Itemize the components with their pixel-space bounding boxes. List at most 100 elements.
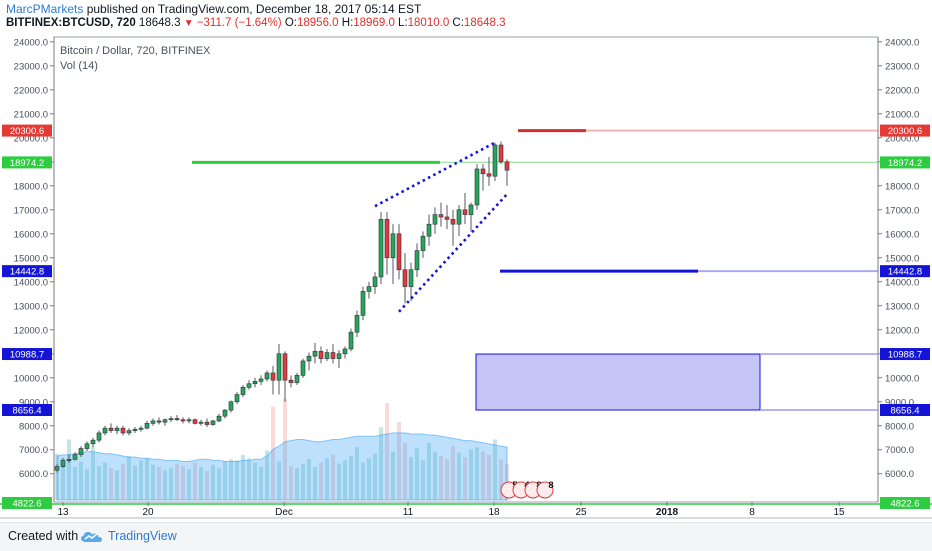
candle-body [486,173,492,177]
candle-body [90,439,96,445]
candle-body [414,250,420,271]
candle-body [300,360,306,376]
candle-body [246,383,252,388]
candle-body [342,348,348,355]
candle-body [426,223,432,237]
volume-bar [433,451,437,500]
volume-bar [73,467,77,500]
candle-body [162,419,168,423]
candle-body [216,415,222,422]
volume-bar [403,442,407,500]
candle-body [60,460,66,467]
volume-bar [247,458,251,500]
right-price-tick-label: 13000.0 [885,301,919,312]
left-price-tick-label: 13000.0 [14,301,48,312]
volume-bar [253,462,257,500]
tradingview-cloud-icon[interactable] [80,526,104,546]
volume-bar [355,447,359,500]
right-level-label-bg [880,348,930,361]
time-tick-label: 25 [575,507,587,518]
volume-bar [151,464,155,500]
left-price-tick-label: 16000.0 [14,229,48,240]
plot-frame [53,36,879,503]
candle-body [390,233,396,259]
left-price-tick-label: 20000.0 [14,133,48,144]
wedge-trendline [398,193,508,313]
time-tick-label: 15 [833,507,845,518]
volume-bar [163,470,167,500]
left-level-label-bg [2,265,52,278]
volume-bar [385,403,389,500]
right-price-tick-label: 24000.0 [885,37,919,48]
candle-body [462,209,468,215]
candle-body [372,276,378,287]
tradingview-brand-link[interactable]: TradingView [108,529,177,543]
left-level-label: 10988.7 [10,350,44,361]
candle-body [282,353,288,381]
demand-zone-box [475,353,761,411]
candle-body [474,168,480,206]
volume-bar [337,463,341,500]
volume-bar [301,463,305,500]
volume-bar [367,458,371,500]
volume-bar [223,461,227,500]
right-level-label-bg [880,404,930,417]
price-chart[interactable]: 24000.0 24000.0 23000.0 23000.0 22000.0 22000… [0,0,932,520]
right-level-label: 14442.8 [888,267,922,278]
candle-body [492,144,498,177]
volume-bar [157,467,161,500]
candle-body [210,420,216,425]
candle-body [192,419,198,424]
left-level-label: 20300.6 [10,126,44,137]
candle-body [330,352,336,359]
created-with-text: Created with [8,529,79,543]
candle-body [138,427,144,430]
left-price-tick-label: 22000.0 [14,85,48,96]
volume-bar [409,457,413,500]
event-badge-count: 8 [548,480,553,491]
right-level-label-bg [880,156,930,169]
candle-body [432,214,438,225]
volume-bar [205,471,209,500]
right-price-tick-label: 17000.0 [885,205,919,216]
right-level-label: 8656.4 [890,406,919,417]
volume-bar [121,463,125,500]
left-level-label: 14442.8 [10,267,44,278]
left-price-tick-label: 7000.0 [19,445,48,456]
candle-body [114,427,120,431]
candle-body [504,161,510,171]
candle-body [66,459,72,461]
volume-bar [397,421,401,500]
volume-bar [415,448,419,500]
candle-body [444,216,450,220]
time-tick-label: 13 [57,507,69,518]
chart-legend: Bitcoin / Dollar, 720, BITFINEX Vol (14) [60,44,210,74]
right-price-tick-label: 22000.0 [885,85,919,96]
volume-bar [103,462,107,500]
left-level-label-bg [2,348,52,361]
author-link[interactable]: MarcPMarkets [6,2,84,16]
volume-bar [127,456,131,500]
open-label: O: [284,17,297,29]
candle-body [288,379,294,383]
candle-body [264,372,270,380]
volume-bar [349,456,353,500]
candle-body [240,387,246,395]
candle-body [156,420,162,423]
volume-bar [133,465,137,500]
volume-bar [193,462,197,500]
volume-bar [391,451,395,500]
candle-body [54,466,60,471]
volume-bar [427,442,431,500]
high-label: H: [341,17,354,29]
candle-body [270,372,276,381]
left-level-label: 18974.2 [10,158,44,169]
volume-bar [181,465,185,500]
candle-body [102,427,108,434]
candle-body [438,214,444,218]
candle-body [168,418,174,421]
candle-body [336,353,342,359]
right-level-label: 10988.7 [888,350,922,361]
candle-body [174,418,180,421]
volume-bar [481,451,485,500]
